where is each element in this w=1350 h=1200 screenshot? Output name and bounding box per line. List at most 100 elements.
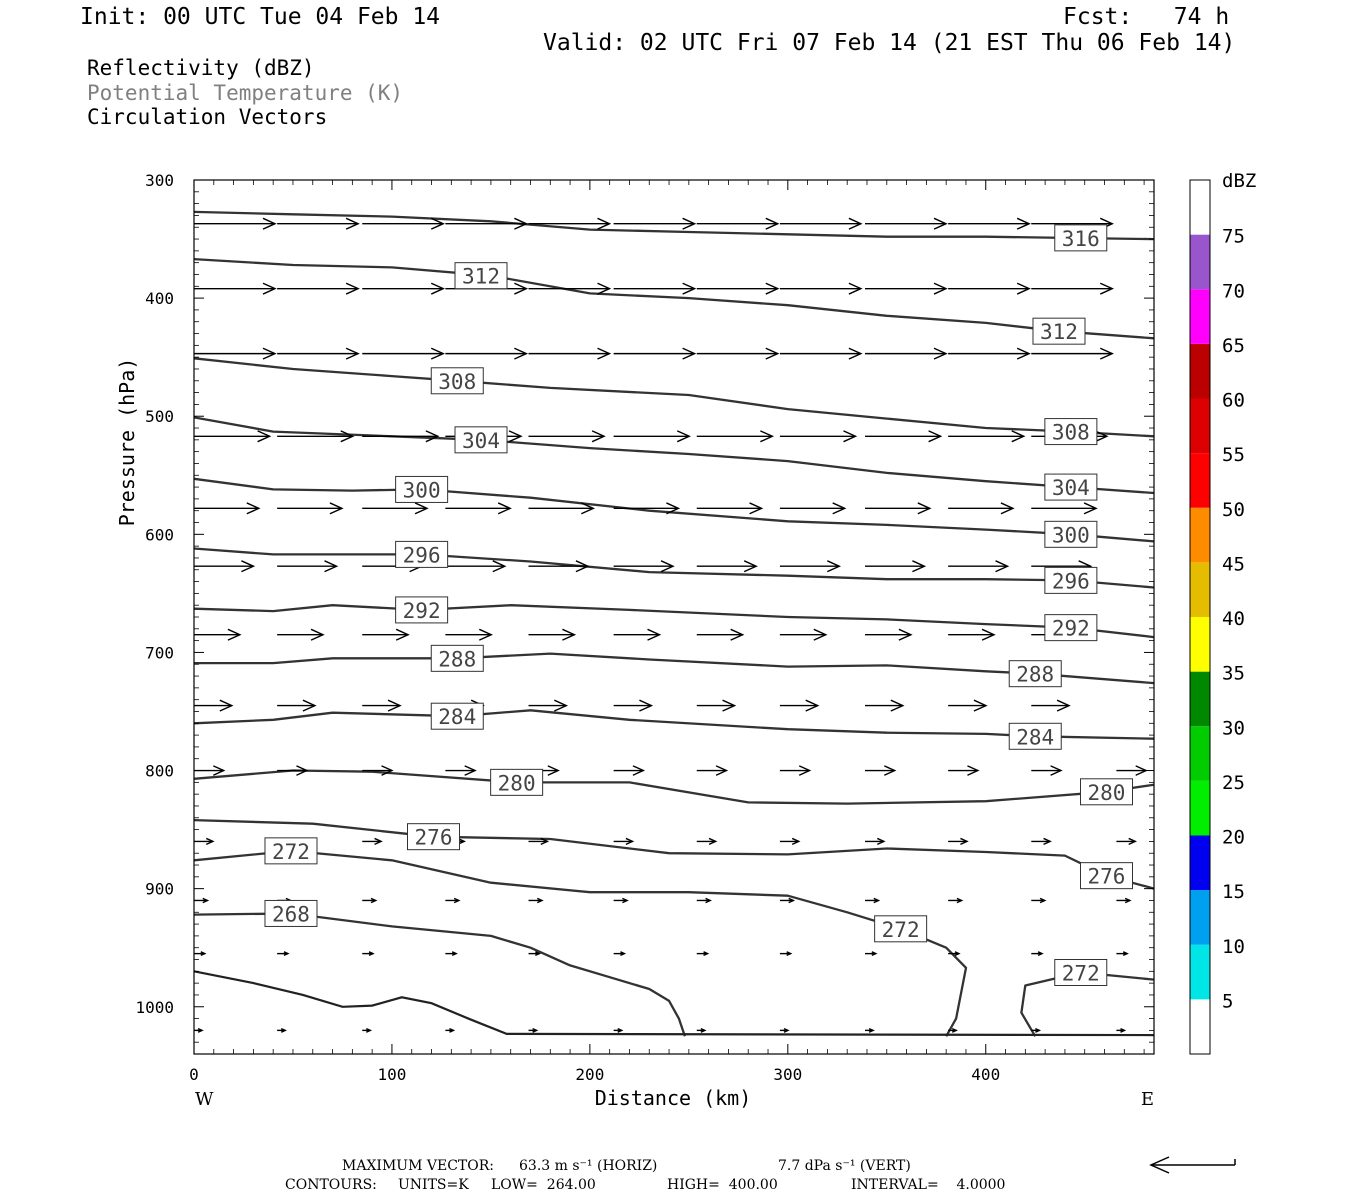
- vector-head: [430, 282, 445, 295]
- vector-head: [933, 217, 948, 230]
- vector-head: [296, 765, 309, 776]
- colorbar-bin: [1190, 617, 1210, 672]
- isentrope-label-box: [264, 899, 318, 927]
- isentrope-label-box: [264, 837, 318, 865]
- plot-frame: [193, 179, 1155, 1055]
- isentrope-label: 276: [1088, 865, 1126, 889]
- vector-head: [537, 897, 544, 904]
- vector-head: [871, 951, 878, 957]
- vector-head: [280, 1027, 287, 1033]
- x-end-label-east: E: [1141, 1089, 1154, 1110]
- vector-head: [912, 560, 927, 573]
- colorbar-level-label: 40: [1222, 608, 1245, 630]
- isentrope-312: [193, 257, 1155, 340]
- vector-head: [620, 951, 627, 957]
- vector-head: [241, 560, 256, 573]
- x-end-label-west: W: [195, 1089, 214, 1110]
- vector-head: [200, 951, 207, 957]
- colorbar-level-label: 25: [1222, 772, 1245, 794]
- vector-head: [1099, 347, 1114, 360]
- isentrope-label-box: [1044, 418, 1098, 446]
- vector-head: [676, 430, 691, 443]
- isentrope-label: 268: [272, 902, 310, 926]
- vector-head: [381, 765, 394, 776]
- isentrope-layer: [193, 210, 1155, 1037]
- colorbar-level-label: 55: [1222, 444, 1245, 466]
- isentrope-label-box: [454, 262, 508, 290]
- max-vector-vert: 7.7 dPa s⁻¹ (VERT): [778, 1158, 911, 1174]
- vector-head: [532, 1027, 539, 1033]
- vector-head: [345, 282, 360, 295]
- isentrope-label: 296: [403, 543, 441, 567]
- colorbar-bin: [1190, 562, 1210, 617]
- colorbar-bin: [1190, 289, 1210, 344]
- colorbar-bin: [1190, 343, 1210, 399]
- isentrope-label-box: [1044, 566, 1098, 594]
- y-axis-title: Pressure (hPa): [115, 358, 139, 527]
- colorbar-bin: [1190, 999, 1210, 1054]
- colorbar-level-label: 65: [1222, 335, 1245, 357]
- vector-head: [873, 897, 881, 904]
- vector-head: [1128, 837, 1137, 846]
- vector-head: [414, 502, 429, 515]
- isentrope-label: 308: [1052, 421, 1090, 445]
- contours-label: CONTOURS:: [285, 1177, 377, 1193]
- x-tick-label: 0: [189, 1065, 199, 1084]
- isentrope-300: [193, 477, 1155, 543]
- isentrope-label-box: [1008, 660, 1062, 688]
- vector-head: [660, 560, 675, 573]
- isentrope-268: [193, 912, 686, 1037]
- isentrope-284: [193, 709, 1155, 740]
- vector-head: [478, 628, 493, 641]
- vector-head: [324, 560, 339, 573]
- vector-head: [786, 951, 793, 957]
- vector-head: [464, 765, 477, 776]
- vector-head: [1099, 282, 1114, 295]
- vector-head: [497, 502, 512, 515]
- isentrope-label: 272: [1062, 962, 1100, 986]
- vector-head: [868, 1027, 875, 1033]
- vector-head: [1039, 897, 1047, 904]
- vector-head: [617, 1027, 624, 1033]
- x-tick-label: 300: [773, 1065, 802, 1084]
- isentrope-label: 300: [403, 478, 441, 502]
- y-tick-label: 1000: [135, 998, 174, 1017]
- vector-head: [1124, 897, 1132, 904]
- isentrope-280: [193, 769, 1155, 805]
- colorbar-bin: [1190, 180, 1210, 235]
- isentrope-label-box: [1079, 778, 1133, 806]
- vector-head: [848, 282, 863, 295]
- isentrope-label: 312: [1040, 320, 1078, 344]
- vector-head: [625, 837, 635, 846]
- vector-head: [765, 217, 780, 230]
- vector-head: [798, 765, 812, 776]
- isentrope-label-box: [454, 426, 508, 454]
- vector-head: [345, 217, 360, 230]
- vector-head: [329, 502, 344, 515]
- vector-head: [387, 699, 402, 712]
- vector-head: [581, 502, 596, 515]
- vector-head: [262, 282, 277, 295]
- isentrope-label: 288: [438, 647, 476, 671]
- contours-low: LOW= 264.00: [491, 1177, 596, 1193]
- isentrope-label-box: [1054, 224, 1108, 252]
- vector-head: [597, 282, 612, 295]
- isentrope-label-box: [395, 540, 449, 568]
- colorbar-bin: [1190, 507, 1210, 563]
- colorbar-level-label: 70: [1222, 280, 1245, 302]
- contours-units: UNITS=K: [398, 1177, 469, 1193]
- vector-head: [705, 897, 712, 904]
- x-tick-label: 200: [575, 1065, 604, 1084]
- vector-head: [933, 347, 948, 360]
- vector-head: [1011, 430, 1026, 443]
- isentrope-label-box: [430, 644, 484, 672]
- isentrope-label: 316: [1062, 227, 1100, 251]
- vector-head: [262, 347, 277, 360]
- isentrope-272: [193, 849, 968, 1037]
- vector-head: [639, 699, 654, 712]
- vector-head: [370, 897, 378, 904]
- y-tick-label: 500: [145, 407, 174, 426]
- axes-layer: 300 400 500 600 700 800 900 1000 0 100 200 300 400 W E…: [115, 171, 1154, 1110]
- vector-head: [1094, 430, 1109, 443]
- vector-head: [257, 430, 272, 443]
